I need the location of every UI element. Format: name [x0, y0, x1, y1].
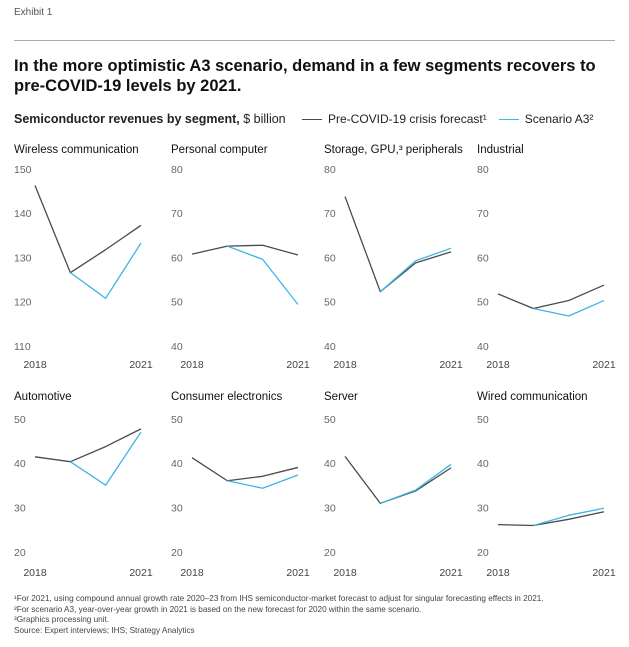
y-tick-label: 20	[171, 547, 183, 559]
y-tick-label: 50	[477, 414, 489, 426]
panel-title: Consumer electronics	[171, 391, 282, 403]
x-tick-label: 2021	[592, 359, 616, 371]
panel-title: Automotive	[14, 391, 72, 403]
subtitle: Semiconductor revenues by segment, $ bil…	[14, 112, 286, 126]
y-tick-label: 120	[14, 297, 32, 309]
y-tick-label: 20	[477, 547, 489, 559]
y-tick-label: 50	[324, 297, 336, 309]
y-tick-label: 40	[324, 458, 336, 470]
y-tick-label: 60	[477, 252, 489, 264]
series-line	[227, 474, 299, 489]
x-tick-label: 2018	[333, 567, 357, 579]
y-tick-label: 70	[324, 208, 336, 220]
x-tick-label: 2021	[439, 567, 463, 579]
x-tick-label: 2021	[439, 359, 463, 371]
legend-swatch	[302, 118, 322, 120]
y-tick-label: 50	[14, 414, 26, 426]
x-tick-label: 2021	[286, 359, 310, 371]
series-line	[191, 244, 299, 256]
series-line	[227, 245, 299, 305]
series-line	[380, 463, 452, 504]
y-tick-label: 40	[477, 458, 489, 470]
y-tick-label: 50	[171, 297, 183, 309]
x-tick-label: 2018	[23, 359, 47, 371]
y-tick-label: 40	[477, 341, 489, 353]
y-tick-label: 80	[324, 164, 336, 176]
y-tick-label: 150	[14, 164, 32, 176]
x-tick-label: 2018	[486, 359, 510, 371]
panel-title: Wired communication	[477, 391, 588, 403]
y-tick-label: 30	[477, 502, 489, 514]
panel-title: Storage, GPU,³ peripherals	[324, 144, 463, 156]
series-line	[497, 284, 605, 310]
series-line	[533, 299, 605, 317]
legend-label: Scenario A3²	[524, 112, 594, 126]
panel-title: Personal computer	[171, 144, 268, 156]
y-tick-label: 40	[324, 341, 336, 353]
y-tick-label: 20	[14, 547, 26, 559]
series-line	[379, 247, 452, 293]
y-tick-label: 80	[171, 164, 183, 176]
y-tick-label: 70	[171, 208, 183, 220]
y-tick-label: 30	[324, 502, 336, 514]
series-line	[69, 431, 142, 486]
y-tick-label: 50	[324, 414, 336, 426]
x-tick-label: 2021	[286, 567, 310, 579]
panel-title: Server	[324, 391, 358, 403]
y-tick-label: 50	[477, 297, 489, 309]
legend: Pre-COVID-19 crisis forecast¹ Scenario A…	[302, 112, 605, 126]
footnote: ²For scenario A3, year-over-year growth …	[14, 604, 422, 614]
series-line	[191, 457, 299, 482]
subtitle-unit: $ billion	[243, 112, 286, 126]
series-line	[69, 242, 142, 299]
footnotes: ¹For 2021, using compound annual growth …	[14, 594, 544, 636]
x-tick-label: 2018	[180, 359, 204, 371]
series-line	[344, 196, 452, 293]
series-line	[533, 507, 605, 527]
legend-item: Pre-COVID-19 crisis forecast¹	[302, 112, 487, 126]
legend-item: Scenario A3²	[498, 112, 594, 126]
y-tick-label: 40	[14, 458, 26, 470]
footnote: ³Graphics processing unit.	[14, 615, 110, 624]
subtitle-text: Semiconductor revenues by segment,	[14, 112, 240, 126]
series-line	[34, 185, 142, 274]
x-tick-label: 2021	[129, 567, 153, 579]
x-tick-label: 2018	[180, 567, 204, 579]
chart-title: In the more optimistic A3 scenario, dema…	[14, 57, 596, 95]
y-tick-label: 50	[171, 414, 183, 426]
x-tick-label: 2021	[592, 567, 616, 579]
footnote: ¹For 2021, using compound annual growth …	[14, 594, 544, 603]
y-tick-label: 60	[171, 252, 183, 264]
legend-label: Pre-COVID-19 crisis forecast¹	[328, 112, 487, 126]
y-tick-label: 60	[324, 252, 336, 264]
series-line	[497, 511, 605, 527]
x-tick-label: 2018	[486, 567, 510, 579]
y-tick-label: 20	[324, 547, 336, 559]
legend-swatch	[498, 118, 519, 120]
exhibit-label: Exhibit 1	[14, 7, 53, 18]
y-tick-label: 130	[14, 252, 32, 264]
y-tick-label: 70	[477, 208, 489, 220]
panel-title: Wireless communication	[14, 144, 139, 156]
footnote: Source: Expert interviews; IHS; Strategy…	[14, 625, 195, 635]
divider	[14, 40, 615, 41]
x-tick-label: 2018	[333, 359, 357, 371]
series-line	[34, 428, 142, 463]
y-tick-label: 40	[171, 341, 183, 353]
x-tick-label: 2018	[23, 567, 47, 579]
y-tick-label: 30	[14, 502, 26, 514]
y-tick-label: 110	[14, 341, 31, 353]
panel-title: Industrial	[477, 144, 524, 156]
y-tick-label: 40	[171, 458, 183, 470]
y-tick-label: 80	[477, 164, 489, 176]
y-tick-label: 140	[14, 208, 32, 220]
y-tick-label: 30	[171, 502, 183, 514]
x-tick-label: 2021	[129, 359, 153, 371]
